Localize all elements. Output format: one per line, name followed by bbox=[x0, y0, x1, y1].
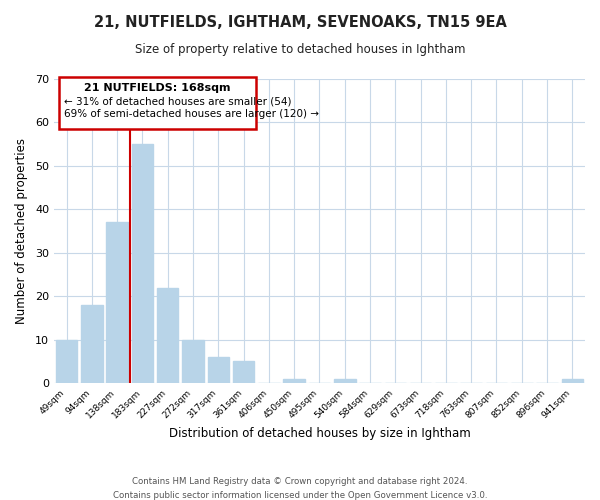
Bar bbox=[131, 144, 153, 383]
Text: Size of property relative to detached houses in Ightham: Size of property relative to detached ho… bbox=[135, 42, 465, 56]
Bar bbox=[562, 379, 583, 383]
Text: 69% of semi-detached houses are larger (120) →: 69% of semi-detached houses are larger (… bbox=[64, 110, 319, 120]
Bar bbox=[157, 288, 178, 383]
Bar bbox=[106, 222, 128, 383]
Bar bbox=[233, 362, 254, 383]
Bar bbox=[283, 379, 305, 383]
Text: ← 31% of detached houses are smaller (54): ← 31% of detached houses are smaller (54… bbox=[64, 96, 292, 106]
Text: Contains public sector information licensed under the Open Government Licence v3: Contains public sector information licen… bbox=[113, 491, 487, 500]
Bar bbox=[81, 305, 103, 383]
Bar bbox=[334, 379, 356, 383]
X-axis label: Distribution of detached houses by size in Ightham: Distribution of detached houses by size … bbox=[169, 427, 470, 440]
Bar bbox=[56, 340, 77, 383]
Bar bbox=[208, 357, 229, 383]
Text: Contains HM Land Registry data © Crown copyright and database right 2024.: Contains HM Land Registry data © Crown c… bbox=[132, 478, 468, 486]
Text: 21 NUTFIELDS: 168sqm: 21 NUTFIELDS: 168sqm bbox=[85, 84, 231, 94]
Bar bbox=[59, 77, 256, 129]
Bar bbox=[182, 340, 204, 383]
Y-axis label: Number of detached properties: Number of detached properties bbox=[15, 138, 28, 324]
Text: 21, NUTFIELDS, IGHTHAM, SEVENOAKS, TN15 9EA: 21, NUTFIELDS, IGHTHAM, SEVENOAKS, TN15 … bbox=[94, 15, 506, 30]
